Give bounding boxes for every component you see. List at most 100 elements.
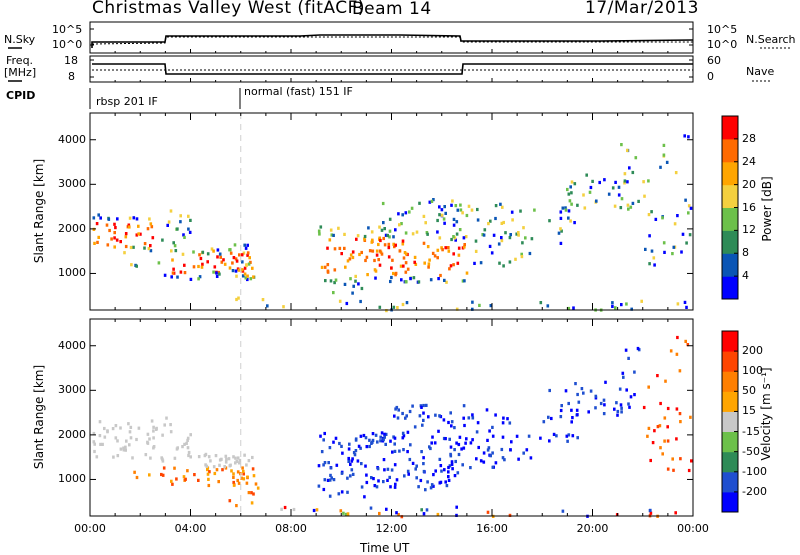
echo-cell (198, 275, 202, 279)
echo-cell (357, 282, 360, 286)
echo-cell (598, 180, 601, 185)
echo-cell (515, 232, 518, 236)
echo-cell (447, 475, 450, 479)
echo-cell (425, 403, 428, 407)
echo-cell (151, 236, 155, 240)
echo-cell (455, 441, 458, 445)
echo-cell (559, 216, 563, 220)
echo-cell (322, 463, 325, 467)
echo-cell (368, 444, 371, 449)
power-colorbar (721, 115, 739, 300)
echo-cell (542, 420, 546, 424)
echo-cell (449, 264, 453, 268)
echo-cell (358, 252, 361, 257)
echo-cell (452, 217, 456, 221)
echo-cell (127, 223, 131, 227)
echo-cell (436, 248, 440, 252)
echo-cell (456, 208, 460, 212)
echo-cell (604, 380, 607, 384)
velocity-colorbar-swatch (722, 431, 738, 453)
echo-cell (633, 393, 636, 397)
echo-cell (243, 243, 246, 247)
echo-cell (406, 267, 410, 271)
echo-cell (251, 467, 255, 471)
echo-cell (207, 483, 211, 488)
echo-cell (634, 156, 638, 160)
radar-title: Christmas Valley West (fitACF) (92, 0, 366, 18)
echo-cell (135, 475, 139, 480)
echo-cell (462, 416, 465, 420)
echo-cell (223, 262, 227, 266)
echo-cell (380, 431, 384, 435)
echo-cell (640, 299, 643, 303)
echo-cell (163, 423, 166, 427)
echo-cell (630, 307, 633, 311)
velocity-colorbar-tick-label: 200 (742, 344, 763, 358)
echo-cell (659, 446, 662, 450)
echo-cell (389, 439, 392, 443)
echo-cell (569, 219, 572, 223)
echo-cell (623, 181, 626, 185)
echo-cell (482, 233, 486, 237)
echo-cell (249, 260, 252, 264)
echo-cell (317, 484, 321, 488)
echo-cell (181, 252, 185, 256)
echo-cell (146, 440, 149, 444)
echo-cell (438, 236, 442, 240)
echo-cell (615, 401, 618, 405)
echo-cell (565, 434, 569, 438)
echo-cell (646, 434, 649, 438)
echo-cell (559, 241, 563, 245)
echo-cell (479, 261, 483, 265)
echo-cell (398, 223, 401, 227)
echo-cell (567, 306, 571, 311)
echo-cell (221, 468, 224, 472)
echo-cell (250, 491, 253, 495)
echo-cell (631, 170, 635, 175)
echo-cell (461, 463, 464, 467)
echo-cell (393, 463, 397, 467)
echo-cell (354, 449, 358, 453)
echo-cell (469, 466, 472, 470)
echo-cell (583, 206, 587, 210)
echo-cell (489, 219, 492, 223)
echo-cell (329, 228, 333, 232)
echo-cell (149, 244, 152, 248)
echo-cell (250, 501, 254, 505)
echo-cell (229, 251, 233, 255)
echo-cell (687, 204, 691, 208)
echo-cell (176, 275, 179, 279)
echo-cell (197, 478, 200, 482)
echo-cell (390, 275, 393, 280)
echo-cell (201, 250, 205, 254)
echo-cell (683, 300, 687, 304)
echo-cell (385, 507, 388, 511)
echo-cell (248, 256, 251, 260)
echo-cell (588, 190, 592, 194)
echo-cell (246, 277, 249, 282)
echo-cell (445, 484, 449, 488)
echo-cell (333, 281, 336, 285)
echo-cell (662, 241, 666, 245)
echo-cell (232, 475, 235, 479)
echo-cell (343, 246, 346, 250)
echo-cell (451, 199, 454, 203)
echo-cell (393, 449, 397, 453)
echo-cell (197, 277, 200, 281)
echo-cell (340, 490, 344, 494)
echo-cell (498, 261, 501, 265)
echo-cell (169, 423, 172, 427)
echo-cell (209, 459, 212, 463)
echo-cell (463, 243, 466, 247)
echo-cell (437, 429, 440, 433)
echo-cell (569, 185, 572, 189)
echo-cell (453, 426, 456, 430)
echo-cell (219, 255, 222, 259)
echo-cell (620, 406, 623, 410)
echo-cell (149, 249, 153, 253)
echo-cell (346, 512, 350, 516)
echo-cell (346, 490, 349, 494)
echo-cell (463, 279, 466, 283)
echo-cell (529, 456, 533, 460)
echo-cell (338, 246, 342, 250)
